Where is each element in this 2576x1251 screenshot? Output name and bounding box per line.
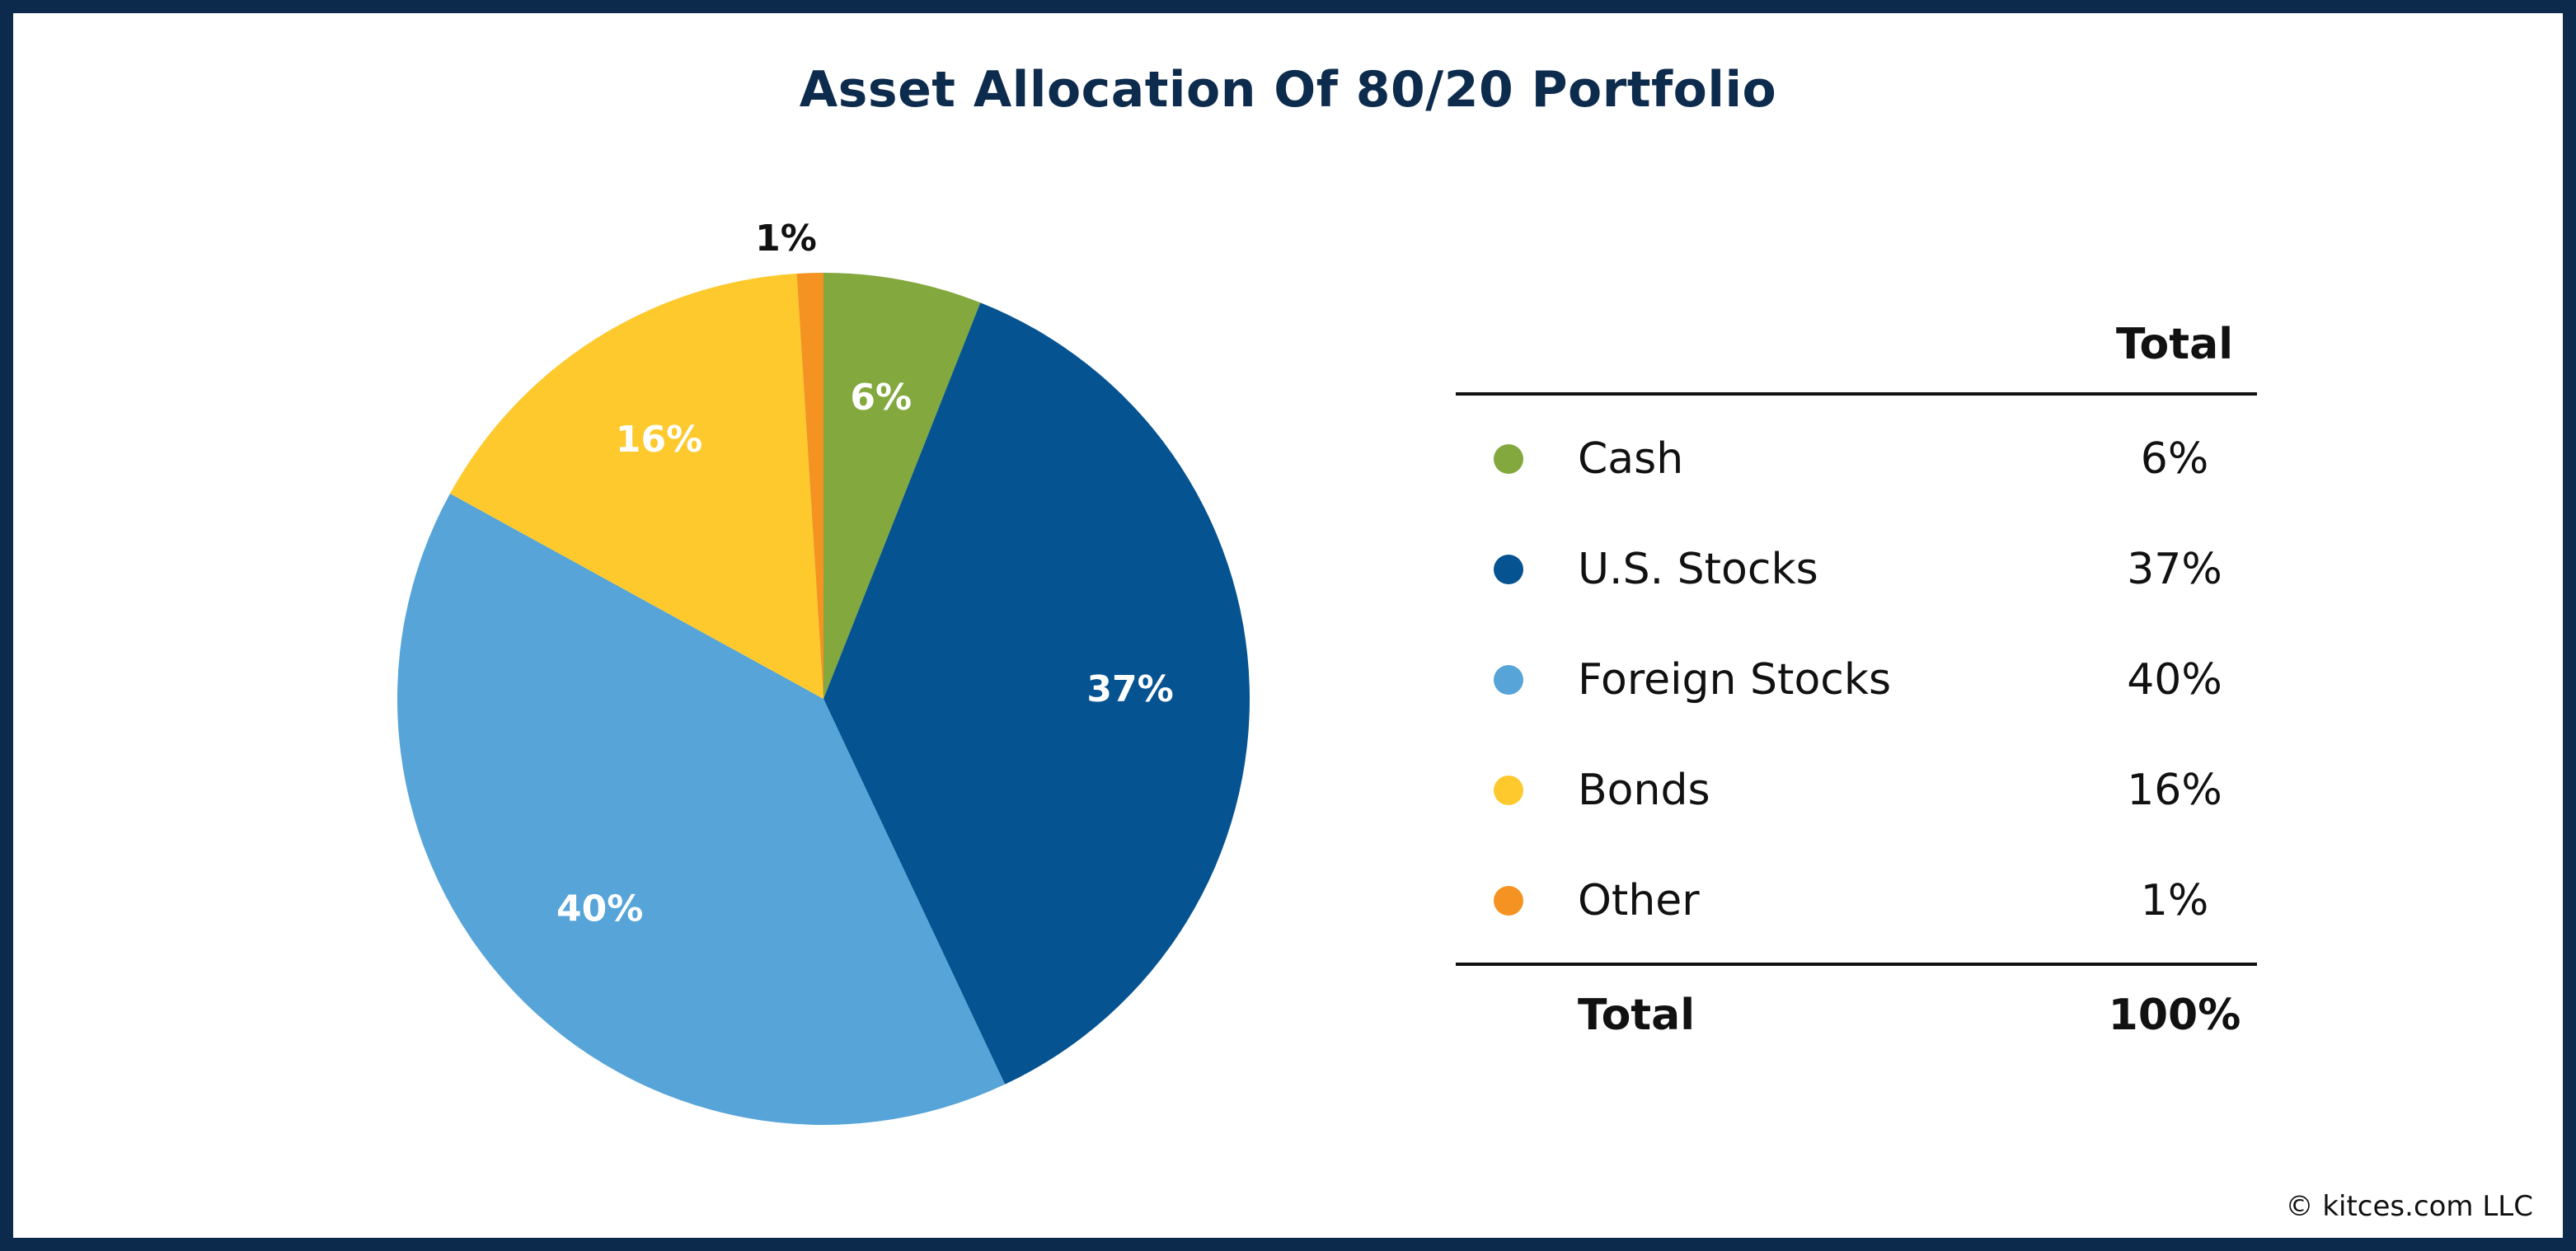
foreign-stocks-value: 40% <box>2127 655 2222 705</box>
table-row-bonds: Bonds 16% <box>1456 735 2257 846</box>
pie-label-us-stocks: 37% <box>1086 668 1173 710</box>
chart-title: Asset Allocation Of 80/20 Portfolio <box>799 61 1777 119</box>
table-row-other: Other 1% <box>1456 846 2257 956</box>
us-stocks-value: 37% <box>2127 545 2222 594</box>
cash-legend-dot <box>1494 444 1523 474</box>
foreign-stocks-legend-dot <box>1494 665 1523 695</box>
table-bottom-rule <box>1456 963 2257 966</box>
table-row-foreign-stocks: Foreign Stocks 40% <box>1456 625 2257 735</box>
allocation-table: Total Cash 6% U.S. Stocks 37% Foreign St… <box>1456 310 2257 1065</box>
us-stocks-legend-dot <box>1494 555 1523 584</box>
table-header-total: Total <box>2115 320 2234 369</box>
table-row-cash: Cash 6% <box>1456 404 2257 514</box>
table-header: Total <box>1456 310 2257 392</box>
table-row-us-stocks: U.S. Stocks 37% <box>1456 514 2257 625</box>
cash-label: Cash <box>1578 434 1684 484</box>
other-value: 1% <box>2140 876 2209 925</box>
us-stocks-label: U.S. Stocks <box>1578 545 1818 594</box>
pie-slice-us-stocks <box>823 302 1250 1085</box>
table-top-rule <box>1456 392 2257 396</box>
foreign-stocks-label: Foreign Stocks <box>1578 655 1892 705</box>
total-value: 100% <box>2108 991 2241 1040</box>
bonds-legend-dot <box>1494 775 1523 805</box>
other-label: Other <box>1578 876 1700 925</box>
pie-label-other: 1% <box>755 218 817 260</box>
pie-slice-bonds <box>449 274 823 700</box>
pie-slice-cash <box>823 273 981 699</box>
pie-chart: 6% 37% 40% 16% 1% <box>397 218 1250 1125</box>
pie-slice-other <box>796 273 823 699</box>
table-body: Cash 6% U.S. Stocks 37% Foreign Stocks 4… <box>1456 396 2257 963</box>
table-total-row: Total 100% <box>1456 966 2257 1065</box>
pie-label-cash: 6% <box>850 377 912 419</box>
pie-label-foreign-stocks: 40% <box>556 888 643 930</box>
cash-value: 6% <box>2140 434 2209 484</box>
total-label: Total <box>1578 991 1696 1040</box>
pie-slice-foreign-stocks <box>397 493 1006 1125</box>
bonds-label: Bonds <box>1578 766 1710 815</box>
pie-label-bonds: 16% <box>616 419 702 461</box>
bonds-value: 16% <box>2127 766 2222 815</box>
copyright-notice: © kitces.com LLC <box>2285 1190 2533 1223</box>
other-legend-dot <box>1494 886 1523 916</box>
